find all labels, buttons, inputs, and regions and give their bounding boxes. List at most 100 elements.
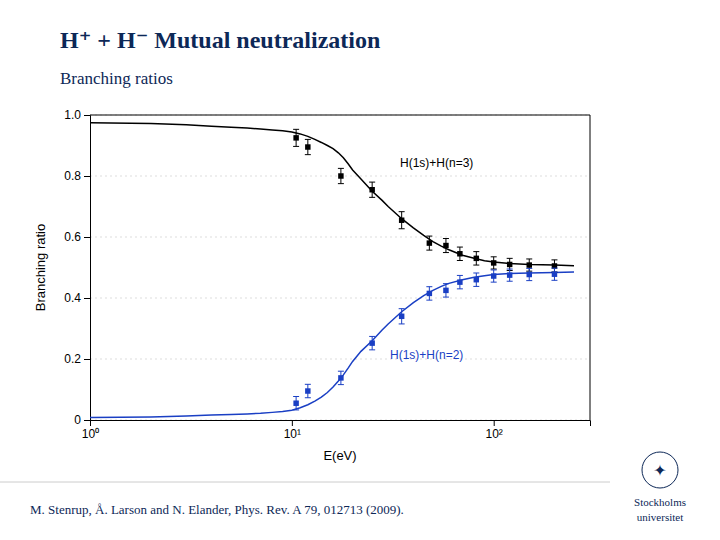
grid-line <box>90 298 590 299</box>
point <box>399 217 404 222</box>
error-bar <box>507 258 513 270</box>
error-bar <box>338 371 344 384</box>
error-bar <box>443 284 449 297</box>
series-line <box>90 123 574 266</box>
tick: 0.2 <box>64 352 90 366</box>
logo-text: Stockholms <box>634 496 686 508</box>
point <box>507 262 512 267</box>
error-bar <box>369 336 375 349</box>
frame <box>90 115 590 116</box>
point <box>293 400 298 405</box>
error-bar-cap <box>457 260 463 261</box>
error-bar-cap <box>473 272 479 273</box>
point <box>399 314 404 319</box>
error-bar-cap <box>526 280 532 281</box>
series-label: H(1s)+H(n=2) <box>390 348 463 362</box>
error-bar <box>399 212 405 229</box>
point <box>305 388 310 393</box>
error-bar <box>293 397 299 410</box>
point <box>491 273 496 278</box>
tick-mark <box>84 176 90 177</box>
error-bar-cap <box>457 288 463 289</box>
error-bar-cap <box>338 183 344 184</box>
error-bar-cap <box>399 323 405 324</box>
error-bar-cap <box>473 265 479 266</box>
error-bar-cap <box>369 182 375 183</box>
marks <box>90 123 574 418</box>
tick-label: 0.6 <box>64 230 81 244</box>
error-bar <box>491 270 497 282</box>
tick: 0 <box>74 413 90 427</box>
series-points <box>293 129 557 272</box>
point <box>552 271 557 276</box>
error-bar-cap <box>293 409 299 410</box>
error-bar-cap <box>369 336 375 337</box>
error-bar-cap <box>293 396 299 397</box>
axis-line <box>91 421 591 427</box>
error-bar-cap <box>551 280 557 281</box>
error-bar <box>293 129 299 146</box>
error-bar-cap <box>369 349 375 350</box>
point <box>552 263 557 268</box>
error-bar <box>473 252 479 265</box>
subtitle: Branching ratios <box>60 69 173 88</box>
plot: 10⁰10¹10²00.20.40.60.81.0E(eV)Branching … <box>33 108 591 463</box>
point <box>443 243 448 248</box>
error-bar-cap <box>551 268 557 269</box>
series-line <box>90 272 574 417</box>
tick-mark <box>84 359 90 360</box>
point <box>526 262 531 267</box>
error-bar-cap <box>426 236 432 237</box>
point <box>507 272 512 277</box>
error-bar-cap <box>526 268 532 269</box>
tick-mark <box>494 420 495 426</box>
error-bar-cap <box>491 269 497 270</box>
error-bar-cap <box>369 197 375 198</box>
error-bar-cap <box>338 168 344 169</box>
grid-line <box>90 237 590 238</box>
y-axis: 0 0.2 0.4 0.6 0.8 1.0 <box>64 108 90 427</box>
point <box>427 240 432 245</box>
point <box>338 173 343 178</box>
tick-mark <box>84 237 90 238</box>
error-bar <box>399 309 405 324</box>
error-bar-cap <box>443 297 449 298</box>
error-bar-cap <box>551 259 557 260</box>
series-label: H(1s)+H(n=3) <box>400 156 473 170</box>
tick-mark <box>292 420 293 426</box>
point <box>457 279 462 284</box>
error-bar-cap <box>491 269 497 270</box>
point <box>491 260 496 265</box>
logo-ring <box>642 452 678 488</box>
error-bar <box>491 257 497 269</box>
point <box>305 144 310 149</box>
point <box>526 272 531 277</box>
grid <box>90 115 590 420</box>
error-bar-cap <box>305 384 311 385</box>
error-bar-cap <box>399 211 405 212</box>
tick-label: 10¹ <box>284 427 301 441</box>
tick: 1.0 <box>64 108 90 122</box>
error-bar-cap <box>426 250 432 251</box>
point <box>474 256 479 261</box>
point <box>427 291 432 296</box>
tick-label: 0.4 <box>64 291 81 305</box>
axis-line <box>84 116 91 421</box>
error-bar <box>507 269 513 281</box>
error-bar-cap <box>473 251 479 252</box>
tick-label: 0.2 <box>64 352 81 366</box>
tick: 0.8 <box>64 169 90 183</box>
grid-line <box>90 359 590 360</box>
frame <box>590 115 591 420</box>
citation: M. Stenrup, Å. Larson and N. Elander, Ph… <box>30 502 404 517</box>
error-bar-cap <box>305 397 311 398</box>
error-bar-cap <box>526 258 532 259</box>
error-bar <box>426 236 432 250</box>
tick: 0.4 <box>64 291 90 305</box>
tick: 10⁰ <box>82 420 99 441</box>
error-bar-cap <box>443 283 449 284</box>
series-points <box>293 268 557 410</box>
tick: 10² <box>486 420 503 441</box>
error-bar-cap <box>473 286 479 287</box>
grid-line <box>90 115 590 116</box>
